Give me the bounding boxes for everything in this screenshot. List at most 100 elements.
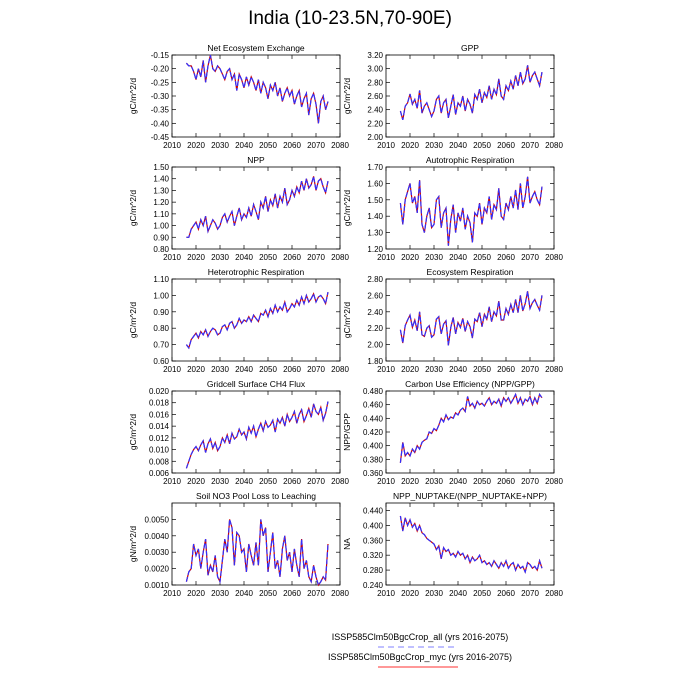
x-tick-label: 2070 (307, 477, 325, 486)
y-tick-label: 1.80 (367, 357, 383, 366)
x-tick-label: 2010 (163, 253, 181, 262)
y-tick-label: -0.20 (151, 65, 170, 74)
chart-panel-6: Gridcell Surface CH4 Flux gC/m^2/d 2010 202… (128, 379, 349, 486)
x-tick-label: 2020 (401, 589, 419, 598)
x-tick-label: 2060 (283, 141, 301, 150)
legend-swatch-myc (300, 662, 540, 672)
plot-frame (385, 278, 555, 362)
y-tick-label: 2.80 (367, 275, 383, 284)
series-line-all (399, 515, 543, 574)
x-tick-label: 2050 (473, 477, 491, 486)
x-tick-label: 2040 (235, 141, 253, 150)
y-tick-label: -0.25 (151, 78, 170, 87)
y-tick-label: 0.012 (149, 434, 170, 443)
y-tick-label: 1.40 (153, 175, 169, 184)
chart-title: Carbon Use Efficiency (NPP/GPP) (405, 379, 535, 389)
y-axis-label: gC/m^2/d (128, 414, 138, 450)
y-tick-label: -0.40 (151, 119, 170, 128)
series-line-myc (185, 401, 329, 469)
y-tick-label: 1.50 (153, 163, 169, 172)
plot-frame (171, 390, 341, 474)
y-tick-label: 0.320 (363, 551, 384, 560)
y-axis-label: gC/m^2/d (342, 190, 352, 226)
y-tick-label: 0.008 (149, 457, 170, 466)
chart-panel-7: Carbon Use Efficiency (NPP/GPP) NPP/GPP 20… (342, 379, 563, 486)
y-axis-label: gC/m^2/d (342, 78, 352, 114)
legend-entry-myc: ISSP585Clm50BgcCrop_myc (yrs 2016-2075) (327, 652, 513, 662)
x-tick-label: 2070 (307, 253, 325, 262)
x-tick-label: 2010 (377, 477, 395, 486)
x-tick-label: 2020 (187, 589, 205, 598)
x-tick-label: 2010 (377, 365, 395, 374)
x-tick-label: 2020 (401, 477, 419, 486)
x-tick-label: 2050 (259, 477, 277, 486)
x-tick-label: 2060 (497, 589, 515, 598)
y-tick-label: 0.0040 (145, 532, 170, 541)
y-tick-label: 0.90 (153, 308, 169, 317)
series-line-all (185, 291, 329, 350)
x-tick-label: 2070 (307, 589, 325, 598)
x-tick-label: 2060 (497, 141, 515, 150)
y-tick-label: 0.440 (363, 506, 384, 515)
chart-panel-9: NPP_NUPTAKE/(NPP_NUPTAKE+NPP) NA 2010 2020 2… (342, 491, 563, 598)
y-tick-label: 1.20 (153, 198, 169, 207)
x-tick-label: 2030 (425, 141, 443, 150)
y-tick-label: -0.45 (151, 133, 170, 142)
chart-panel-5: Ecosystem Respiration gC/m^2/d 2010 2020 203… (342, 267, 563, 374)
chart-panel-2: NPP gC/m^2/d 2010 2020 2030 2040 2050 2060 2070 2… (128, 155, 349, 262)
y-tick-label: 0.018 (149, 399, 170, 408)
chart-panel-1: GPP gC/m^2/d 2010 2020 2030 2040 2050 2060 2070 2… (342, 43, 563, 150)
x-tick-label: 2010 (163, 365, 181, 374)
chart-title: Gridcell Surface CH4 Flux (207, 379, 306, 389)
y-tick-label: 3.20 (367, 51, 383, 60)
x-tick-label: 2020 (187, 253, 205, 262)
y-tick-label: 0.240 (363, 581, 384, 590)
y-axis-label: gC/m^2/d (342, 302, 352, 338)
y-axis-label: gC/m^2/d (128, 190, 138, 226)
series-line-all (185, 401, 329, 469)
x-tick-label: 2020 (187, 141, 205, 150)
x-tick-label: 2080 (545, 365, 563, 374)
chart-panel-8: Soil NO3 Pool Loss to Leaching gN/m^2/d 20… (128, 491, 349, 598)
chart-title: NPP_NUPTAKE/(NPP_NUPTAKE+NPP) (393, 491, 547, 501)
x-tick-label: 2040 (449, 477, 467, 486)
x-tick-label: 2020 (187, 477, 205, 486)
x-tick-label: 2030 (211, 365, 229, 374)
y-tick-label: 0.400 (363, 442, 384, 451)
y-tick-label: 0.420 (363, 428, 384, 437)
y-tick-label: 3.00 (367, 65, 383, 74)
y-tick-label: 1.70 (367, 163, 383, 172)
plot-frame (385, 502, 555, 586)
x-tick-label: 2080 (545, 589, 563, 598)
series-line-all (185, 54, 329, 124)
x-tick-label: 2070 (521, 589, 539, 598)
x-tick-label: 2040 (449, 589, 467, 598)
x-tick-label: 2050 (259, 141, 277, 150)
series-line-myc (399, 515, 543, 574)
y-tick-label: 0.70 (153, 341, 169, 350)
series-line-all (399, 176, 543, 246)
y-tick-label: 1.10 (153, 275, 169, 284)
x-tick-label: 2070 (521, 477, 539, 486)
x-tick-label: 2070 (521, 365, 539, 374)
x-tick-label: 2050 (473, 141, 491, 150)
x-tick-label: 2010 (163, 589, 181, 598)
y-tick-label: 0.360 (363, 536, 384, 545)
y-tick-label: 0.90 (153, 233, 169, 242)
y-tick-label: 1.50 (367, 196, 383, 205)
y-tick-label: 2.40 (367, 308, 383, 317)
y-axis-label: NA (342, 538, 352, 550)
x-tick-label: 2030 (211, 589, 229, 598)
legend-swatch-all (300, 642, 540, 652)
x-tick-label: 2080 (331, 365, 349, 374)
x-tick-label: 2080 (545, 477, 563, 486)
y-tick-label: 0.480 (363, 387, 384, 396)
x-tick-label: 2040 (449, 253, 467, 262)
chart-title: Soil NO3 Pool Loss to Leaching (196, 491, 316, 501)
x-tick-label: 2070 (521, 253, 539, 262)
x-tick-label: 2020 (401, 365, 419, 374)
x-tick-label: 2060 (497, 477, 515, 486)
x-tick-label: 2040 (235, 477, 253, 486)
y-tick-label: -0.15 (151, 51, 170, 60)
y-tick-label: 0.360 (363, 469, 384, 478)
